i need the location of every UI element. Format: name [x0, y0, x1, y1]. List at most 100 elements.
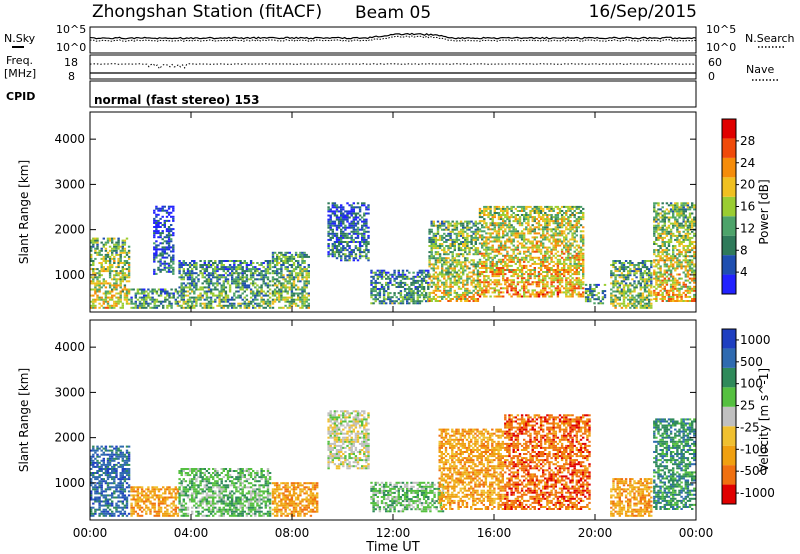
echo-cell — [372, 290, 375, 293]
echo-cell — [205, 270, 209, 273]
echo-cell — [348, 224, 351, 227]
echo-cell — [612, 274, 615, 277]
echo-cell — [412, 302, 415, 305]
echo-cell — [186, 276, 190, 279]
echo-cell — [367, 206, 370, 209]
echo-cell — [510, 240, 513, 243]
echo-cell — [327, 234, 330, 237]
echo-cell — [554, 242, 557, 245]
echo-cell — [493, 250, 496, 253]
echo-cell — [453, 291, 456, 294]
echo-cell — [243, 306, 246, 309]
echo-cell — [663, 263, 666, 266]
echo-cell — [569, 279, 572, 282]
echo-cell — [516, 248, 520, 251]
echo-cell — [455, 291, 459, 294]
echo-cell — [635, 272, 638, 275]
echo-cell — [344, 241, 347, 243]
echo-cell — [393, 279, 396, 282]
echo-cell — [453, 283, 456, 286]
echo-cell — [188, 276, 192, 279]
echo-cell — [222, 300, 225, 303]
echo-cell — [462, 285, 465, 288]
echo-cell — [276, 262, 279, 264]
echo-cell — [485, 269, 488, 271]
echo-cell — [356, 241, 360, 243]
echo-cell — [403, 281, 407, 284]
echo-cell — [420, 269, 424, 272]
echo-cell — [403, 277, 407, 280]
echo-cell — [134, 302, 137, 305]
echo-cell — [520, 281, 524, 284]
echo-cell — [560, 218, 564, 221]
echo-cell — [512, 212, 515, 214]
echo-cell — [474, 283, 477, 286]
echo-cell — [195, 286, 198, 289]
echo-cell — [92, 288, 95, 291]
echo-cell — [533, 236, 536, 239]
echo-cell — [218, 268, 221, 271]
echo-cell — [127, 270, 131, 273]
echo-cell — [418, 279, 422, 282]
echo-cell — [111, 290, 114, 293]
echo-cell — [212, 294, 215, 297]
echo-cell — [172, 260, 175, 263]
echo-cell — [299, 253, 302, 256]
echo-cell — [663, 289, 666, 292]
echo-cell — [243, 270, 246, 273]
echo-cell — [331, 236, 334, 239]
echo-cell — [290, 304, 294, 307]
echo-cell — [655, 263, 658, 266]
echo-cell — [420, 294, 424, 297]
echo-cell — [641, 298, 645, 301]
echo-cell — [214, 262, 217, 264]
echo-cell — [134, 306, 137, 309]
echo-cell — [631, 298, 634, 301]
echo-cell — [499, 236, 503, 239]
echo-cell — [111, 270, 114, 273]
echo-cell — [542, 256, 545, 259]
echo-cell — [558, 212, 562, 214]
echo-cell — [395, 275, 398, 278]
echo-cell — [481, 254, 484, 257]
echo-cell — [537, 291, 541, 294]
echo-cell — [113, 243, 116, 246]
echo-cell — [327, 232, 330, 235]
echo-cell — [305, 296, 308, 299]
echo-cell — [434, 241, 438, 243]
echo-cell — [491, 236, 494, 239]
echo-cell — [220, 264, 223, 266]
echo-cell — [165, 219, 169, 222]
echo-cell — [436, 281, 440, 284]
echo-cell — [447, 273, 450, 276]
echo-cell — [582, 230, 585, 233]
echo-cell — [491, 281, 494, 284]
echo-cell — [113, 286, 116, 289]
echo-cell — [222, 270, 225, 273]
echo-cell — [459, 287, 463, 290]
echo-cell — [420, 288, 424, 290]
echo-cell — [159, 207, 162, 210]
echo-cell — [579, 216, 583, 219]
echo-cell — [493, 295, 496, 298]
echo-cell — [514, 269, 517, 271]
echo-cell — [639, 292, 642, 295]
echo-cell — [327, 253, 330, 256]
echo-cell — [216, 284, 219, 287]
echo-cell — [92, 280, 95, 283]
echo-cell — [466, 300, 469, 302]
echo-cell — [301, 292, 304, 295]
echo-cell — [151, 298, 154, 301]
echo-cell — [119, 298, 122, 301]
echo-cell — [224, 272, 228, 275]
echo-cell — [90, 280, 93, 283]
echo-cell — [286, 255, 289, 258]
echo-cell — [445, 226, 448, 229]
echo-cell — [635, 294, 638, 297]
echo-cell — [428, 238, 431, 241]
echo-cell — [333, 253, 337, 256]
echo-cell — [231, 272, 234, 275]
echo-cell — [123, 262, 127, 264]
echo-cell — [427, 281, 430, 284]
echo-cell — [172, 250, 175, 253]
